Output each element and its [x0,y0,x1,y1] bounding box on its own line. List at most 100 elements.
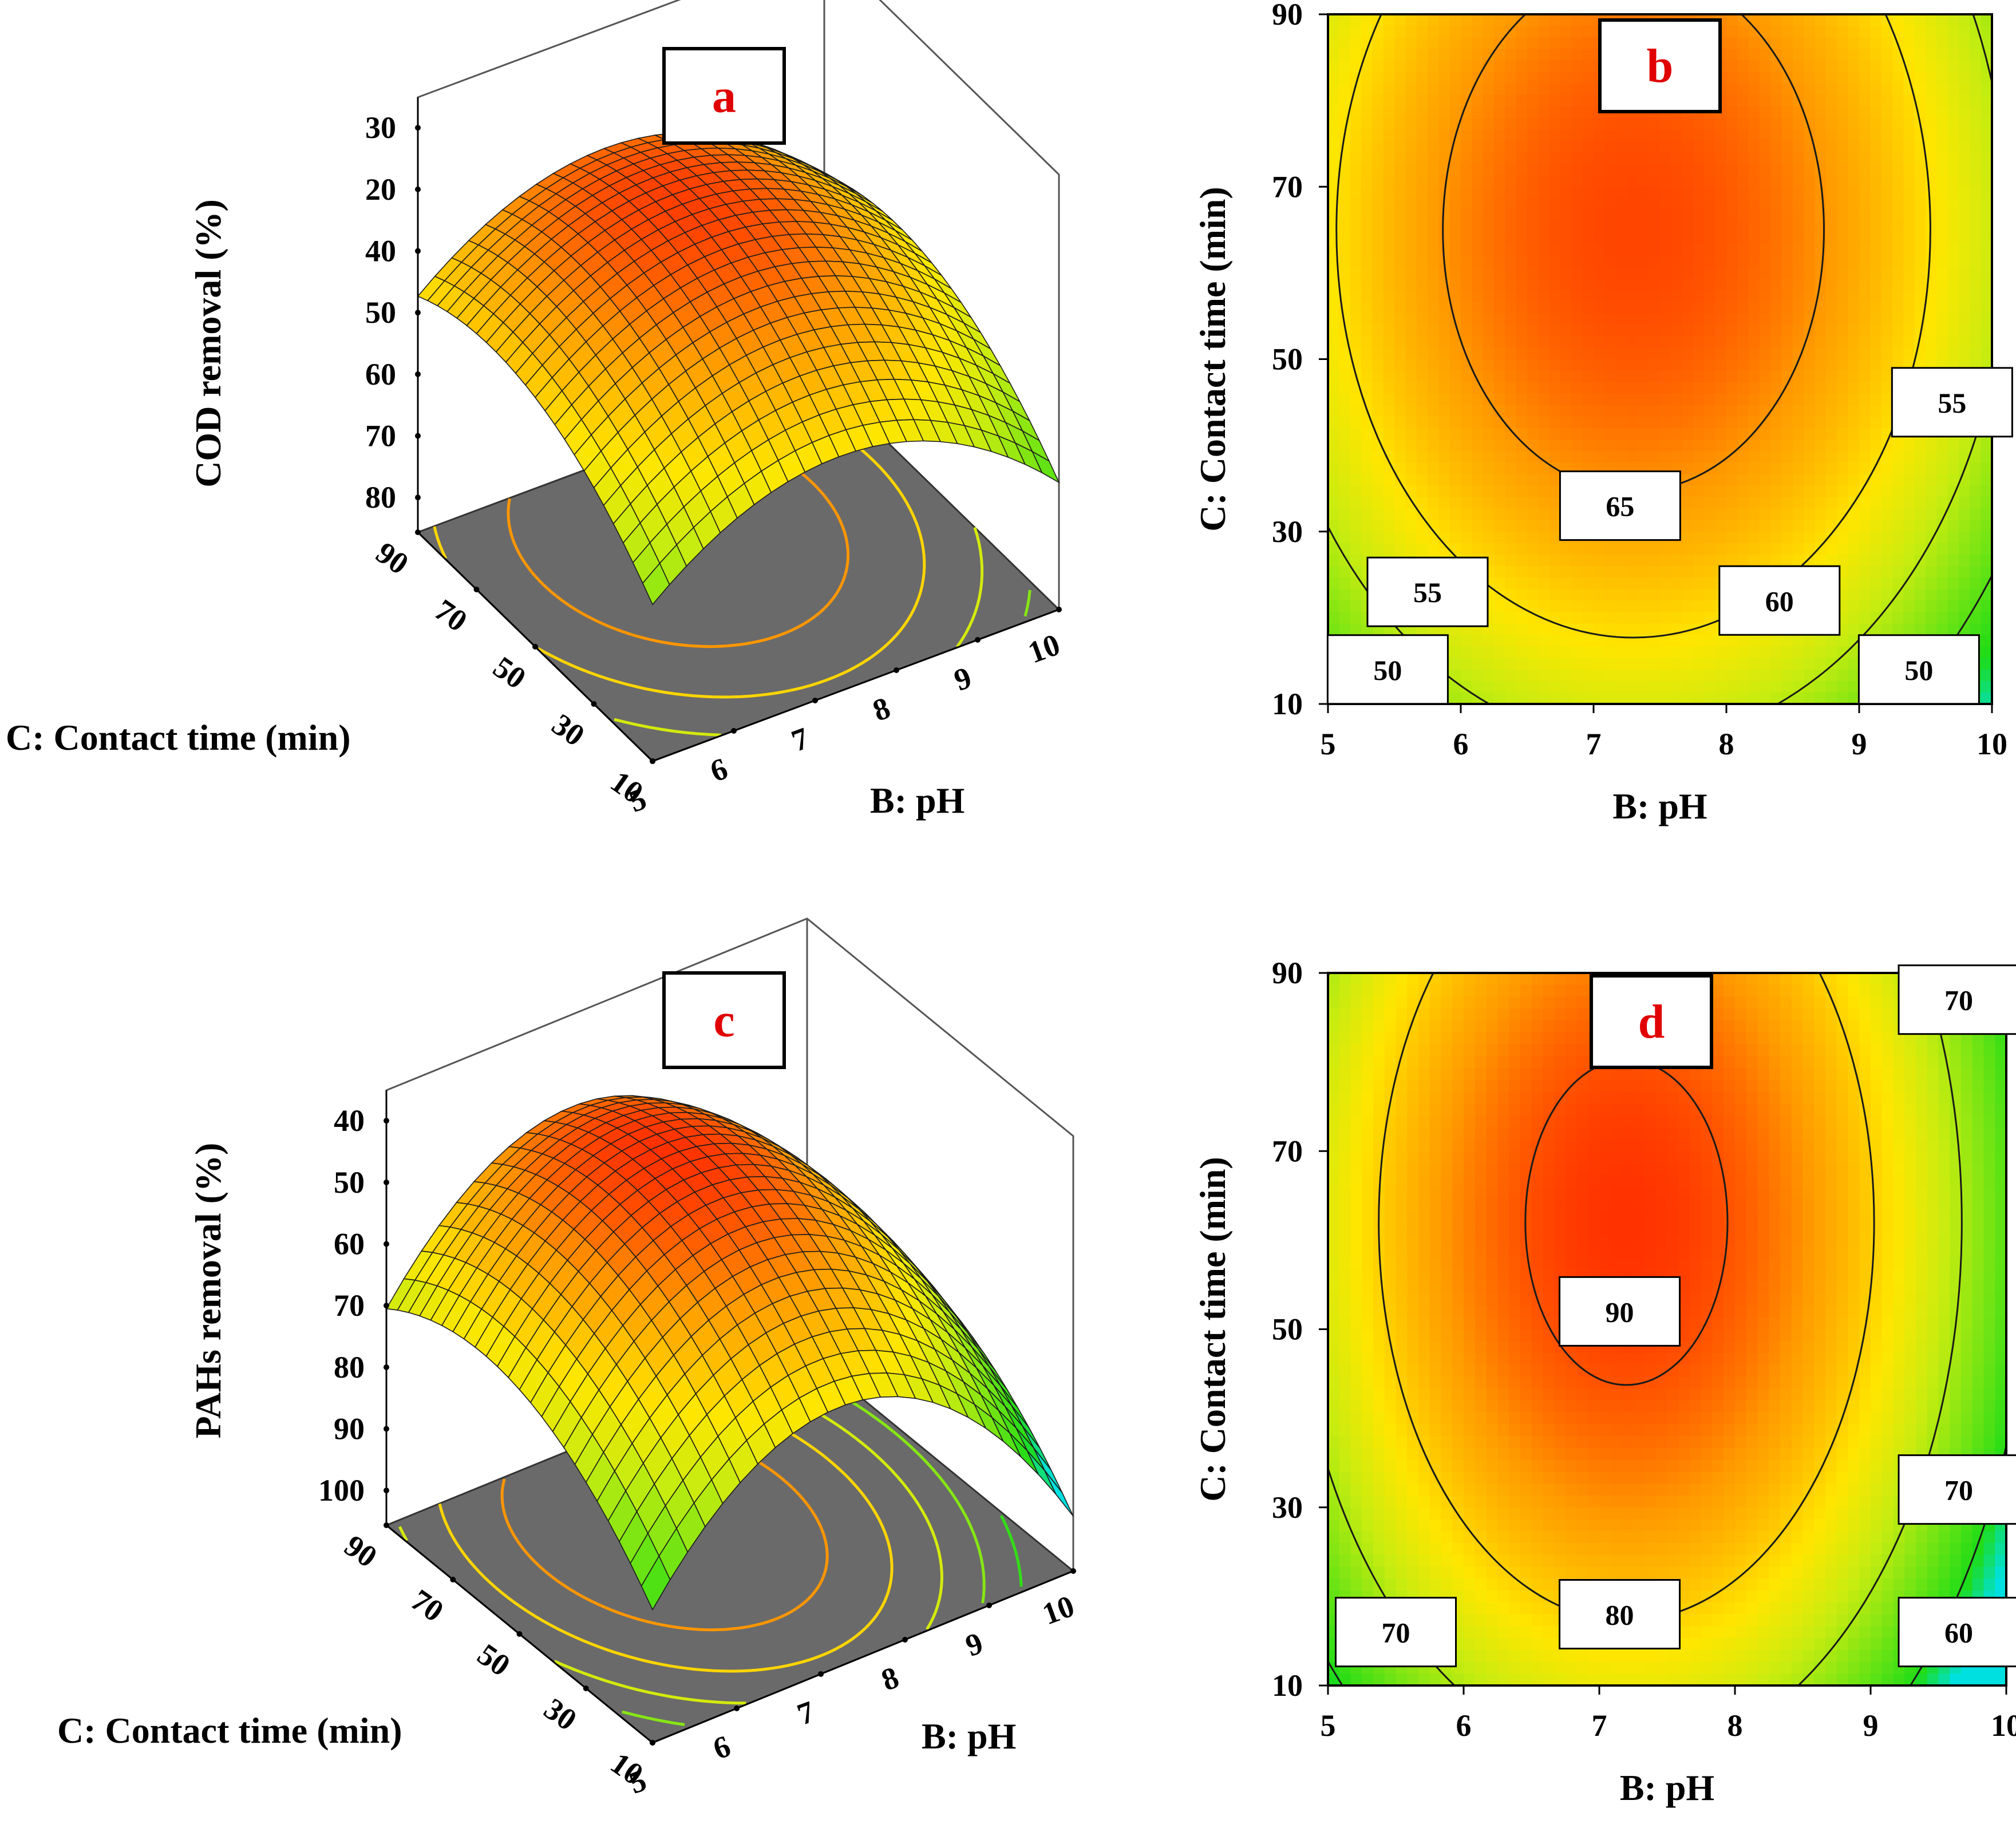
contour-cell [1328,566,1339,578]
contour-cell [1472,106,1483,118]
contour-cell [1870,428,1881,440]
contour-cell [1726,313,1738,325]
contour-cell [1970,325,1981,337]
contour-cell [1926,106,1937,118]
contour-cell [1417,497,1428,509]
contour-cell [1870,129,1881,141]
contour-cell [1793,485,1804,497]
contour-cell [1538,209,1549,221]
contour-cell [1749,451,1760,463]
contour-cell [1760,347,1771,359]
contour-cell [1527,106,1539,118]
contour-cell [1571,175,1583,187]
contour-cell [1981,26,1993,38]
contour-cell [1959,129,1970,141]
contour-cell [1461,129,1472,141]
contour-cell [1915,267,1926,279]
contour-cell [1505,221,1516,234]
contour-cell [1959,14,1970,26]
contour-cell [1671,543,1682,555]
contour-cell [1693,693,1705,705]
contour-cell [1472,187,1483,199]
contour-cell [1848,221,1860,234]
contour-cell [1483,14,1495,26]
contour-cell [1981,302,1993,314]
contour-cell [1339,209,1350,221]
contour-cell [1926,485,1937,497]
contour-cell [1892,474,1904,486]
contour-cell [1394,451,1406,463]
contour-cell [1516,72,1528,84]
contour-cell [1383,532,1395,544]
contour-cell [1461,520,1472,532]
contour-cell [1737,405,1749,417]
contour-cell [1903,485,1915,497]
contour-cell [1583,118,1594,130]
contour-cell [1405,405,1417,417]
contour-cell [1538,635,1549,647]
contour-cell [1770,451,1782,463]
contour-cell [1527,141,1539,153]
contour-cell [1450,394,1461,406]
contour-cell [1604,405,1616,417]
contour-cell [1328,428,1339,440]
contour-cell [1782,647,1793,659]
contour-cell [1450,462,1461,474]
contour-cell [1649,623,1661,635]
contour-cell [1926,302,1937,314]
contour-cell [1638,681,1649,693]
contour-cell [1903,474,1915,486]
contour-cell [1782,95,1793,107]
contour-cell [1892,72,1904,84]
contour-cell [1848,520,1860,532]
contour-cell [1726,532,1738,544]
contour-cell [1760,658,1771,670]
contour-cell [1516,129,1528,141]
contour-cell [1538,279,1549,291]
contour-cell [1405,359,1417,371]
contour-cell [1571,106,1583,118]
contour-cell [1704,635,1715,647]
contour-cell [1627,382,1638,394]
contour-cell [1737,290,1749,302]
contour-cell [1549,118,1561,130]
contour-cell [1339,1103,1351,1116]
contour-cell [1527,49,1539,61]
contour-cell [1837,187,1848,199]
contour-cell [1417,84,1428,96]
contour-cell [1594,405,1605,417]
contour-cell [1915,233,1926,245]
contour-cell [1903,267,1915,279]
contour-cell [1715,440,1727,452]
contour-cell [1361,543,1373,555]
contour-cell [1948,532,1959,544]
contour-cell [1328,1210,1340,1223]
contour-cell [1328,589,1339,601]
contour-cell [1848,462,1860,474]
contour-cell [1328,325,1339,337]
contour-cell [1428,417,1439,429]
contour-cell [1516,60,1528,72]
contour-cell [1527,164,1539,176]
contour-cell [1870,26,1881,38]
contour-cell [1328,60,1339,72]
contour-cell [1848,566,1860,578]
contour-cell [1981,520,1993,532]
contour-cell [1428,187,1439,199]
contour-cell [1815,451,1827,463]
contour-cell [1892,118,1904,130]
contour-cell [1438,209,1450,221]
contour-cell [1693,290,1705,302]
contour-cell [1405,60,1417,72]
contour-cell [1549,14,1561,26]
contour-cell [1948,440,1959,452]
contour-cell [1749,543,1760,555]
contour-cell [1571,84,1583,96]
contour-cell [1583,209,1594,221]
time-tick-dot [450,1577,456,1582]
contour-cell [1428,336,1439,348]
contour-cell [1848,26,1860,38]
contour-cell [1339,49,1350,61]
contour-cell [1826,175,1837,187]
